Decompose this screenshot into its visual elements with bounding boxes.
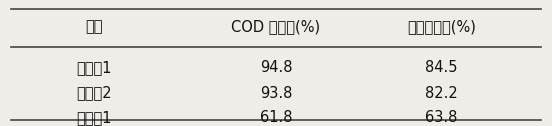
Text: 93.8: 93.8: [260, 86, 292, 101]
Text: 84.5: 84.5: [426, 60, 458, 75]
Text: 比较例1: 比较例1: [76, 110, 112, 125]
Text: COD 去除率(%): COD 去除率(%): [231, 19, 321, 34]
Text: 63.8: 63.8: [426, 110, 458, 125]
Text: 项目: 项目: [85, 19, 103, 34]
Text: 94.8: 94.8: [260, 60, 292, 75]
Text: 实施例2: 实施例2: [76, 86, 112, 101]
Text: 61.8: 61.8: [260, 110, 292, 125]
Text: 实施例1: 实施例1: [76, 60, 112, 75]
Text: 臭氧利用率(%): 臭氧利用率(%): [407, 19, 476, 34]
Text: 82.2: 82.2: [425, 86, 458, 101]
